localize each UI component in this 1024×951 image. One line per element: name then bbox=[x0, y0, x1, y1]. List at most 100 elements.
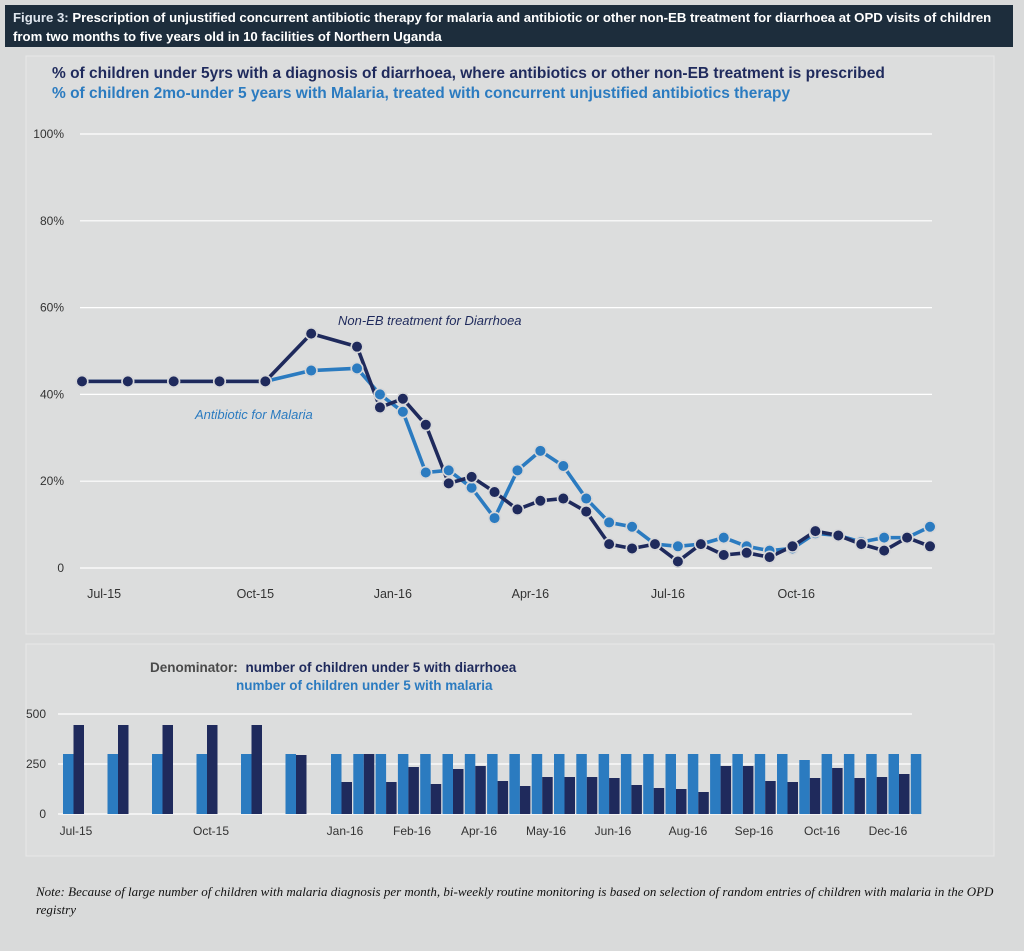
line-chart-panel bbox=[25, 55, 995, 635]
bar-malaria bbox=[196, 754, 207, 814]
point-diarrhoea bbox=[442, 476, 456, 490]
point-malaria bbox=[465, 481, 479, 495]
point-diarrhoea bbox=[579, 504, 593, 519]
point-diarrhoea bbox=[740, 546, 754, 560]
point-diarrhoea bbox=[75, 374, 89, 388]
bar-diarrhoea bbox=[162, 725, 173, 814]
bar-diarrhoea bbox=[564, 777, 575, 814]
bar-legend-prefix: Denominator: bbox=[150, 660, 238, 675]
bar-malaria bbox=[576, 754, 587, 814]
point-diarrhoea bbox=[648, 537, 662, 551]
bar-diarrhoea bbox=[296, 755, 307, 814]
bar-x-tick-label: Oct-16 bbox=[804, 824, 840, 838]
bar-diarrhoea bbox=[586, 777, 598, 814]
bar-diarrhoea bbox=[207, 725, 218, 814]
bar-malaria bbox=[554, 754, 565, 814]
charts-svg: % of children under 5yrs with a diagnosi… bbox=[25, 55, 995, 857]
bar-diarrhoea bbox=[899, 774, 910, 814]
point-diarrhoea bbox=[602, 537, 616, 551]
bar-malaria bbox=[866, 754, 877, 814]
bar-diarrhoea bbox=[876, 777, 888, 814]
bar-diarrhoea bbox=[765, 781, 776, 814]
bar-diarrhoea bbox=[408, 767, 419, 814]
bar-diarrhoea bbox=[698, 792, 709, 814]
line-chart-y-axis: 0 20% 40% 60% 80% 100% bbox=[33, 127, 64, 575]
bar-diarrhoea bbox=[742, 766, 754, 814]
bar-legend-malaria: number of children under 5 with malaria bbox=[236, 678, 493, 693]
point-malaria bbox=[396, 405, 410, 419]
point-diarrhoea bbox=[900, 531, 914, 545]
line-x-tick-label: Jan-16 bbox=[374, 587, 412, 601]
line-chart-title-1: % of children under 5yrs with a diagnosi… bbox=[52, 65, 885, 82]
point-diarrhoea bbox=[923, 539, 937, 553]
point-malaria bbox=[602, 515, 616, 530]
bar-diarrhoea bbox=[609, 778, 620, 814]
point-diarrhoea bbox=[877, 544, 891, 558]
bar-malaria bbox=[107, 754, 118, 814]
point-malaria bbox=[717, 531, 731, 545]
line-y-tick-label: 60% bbox=[40, 301, 64, 315]
point-malaria bbox=[350, 361, 364, 375]
point-malaria bbox=[510, 463, 525, 477]
bar-malaria bbox=[241, 754, 252, 814]
line-y-tick-label: 100% bbox=[33, 127, 64, 141]
bar-malaria bbox=[687, 754, 699, 814]
point-diarrhoea bbox=[419, 418, 433, 432]
bar-malaria bbox=[152, 754, 163, 814]
footnote: Note: Because of large number of childre… bbox=[36, 884, 994, 917]
line-y-tick-label: 20% bbox=[40, 474, 64, 488]
point-diarrhoea bbox=[121, 374, 135, 388]
line-y-tick-label: 80% bbox=[40, 214, 64, 228]
bar-malaria bbox=[509, 754, 520, 814]
point-diarrhoea bbox=[510, 502, 525, 517]
bar-diarrhoea bbox=[832, 768, 843, 814]
line-y-tick-label: 0 bbox=[57, 561, 64, 575]
bar-malaria bbox=[732, 754, 743, 814]
figure-header: Figure 3: Prescription of unjustified co… bbox=[5, 5, 1013, 47]
bar-malaria bbox=[888, 754, 899, 814]
bar-chart-bars bbox=[63, 725, 922, 814]
point-diarrhoea bbox=[396, 392, 410, 406]
point-diarrhoea bbox=[350, 340, 364, 354]
point-malaria bbox=[671, 539, 685, 553]
bar-malaria bbox=[643, 754, 654, 814]
line-chart-x-axis: Jul-15 Oct-15 Jan-16 Apr-16 Jul-16 Oct-16 bbox=[87, 587, 815, 601]
bar-malaria bbox=[420, 754, 431, 814]
bar-x-tick-label: May-16 bbox=[526, 824, 566, 838]
point-malaria bbox=[373, 387, 387, 402]
bar-malaria bbox=[910, 754, 922, 814]
bar-diarrhoea bbox=[453, 769, 464, 814]
bar-malaria bbox=[777, 754, 788, 814]
line-chart-series bbox=[75, 327, 937, 569]
point-malaria bbox=[487, 511, 502, 525]
bar-diarrhoea bbox=[787, 782, 798, 814]
figure-title: Prescription of unjustified concurrent a… bbox=[13, 10, 992, 44]
bar-x-tick-label: Jan-16 bbox=[327, 824, 364, 838]
bar-diarrhoea bbox=[631, 785, 642, 814]
bar-malaria bbox=[464, 754, 476, 814]
bar-malaria bbox=[620, 754, 632, 814]
bar-legend-diarrhoea: number of children under 5 with diarrhoe… bbox=[246, 660, 517, 675]
bar-diarrhoea bbox=[720, 766, 732, 814]
line-x-tick-label: Jul-16 bbox=[651, 587, 685, 601]
bar-diarrhoea bbox=[475, 766, 486, 814]
annotation-malaria: Antibiotic for Malaria bbox=[194, 407, 313, 422]
bar-x-tick-label: Jul-15 bbox=[60, 824, 93, 838]
bar-malaria bbox=[531, 754, 543, 814]
point-malaria bbox=[442, 463, 456, 477]
bar-diarrhoea bbox=[386, 782, 397, 814]
point-diarrhoea bbox=[762, 550, 777, 564]
bar-diarrhoea bbox=[341, 782, 352, 814]
bar-malaria bbox=[710, 754, 721, 814]
bar-malaria bbox=[598, 754, 610, 814]
bar-diarrhoea bbox=[430, 784, 442, 814]
bar-malaria bbox=[821, 754, 833, 814]
bar-y-tick-label: 500 bbox=[26, 707, 46, 721]
bar-malaria bbox=[397, 754, 409, 814]
bar-y-tick-label: 250 bbox=[26, 757, 46, 771]
point-diarrhoea bbox=[373, 400, 387, 415]
bar-diarrhoea bbox=[73, 725, 84, 814]
point-malaria bbox=[419, 465, 433, 480]
bar-diarrhoea bbox=[497, 781, 509, 814]
bar-x-tick-label: Dec-16 bbox=[869, 824, 908, 838]
